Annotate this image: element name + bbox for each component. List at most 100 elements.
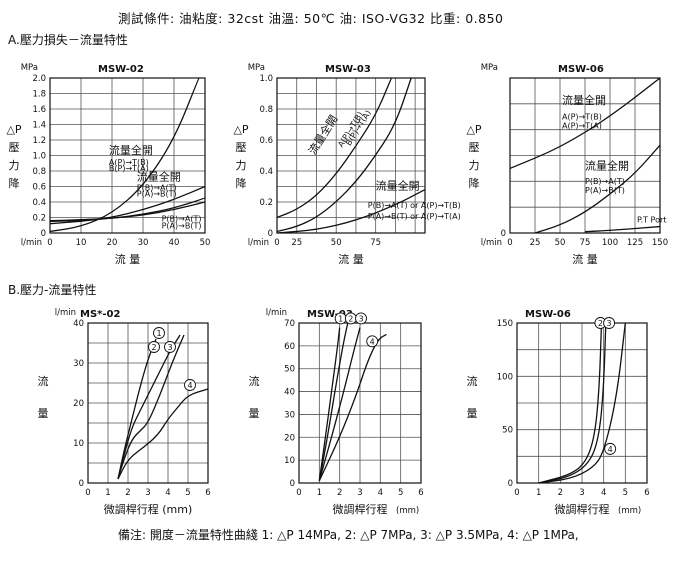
x-tick-label: 50: [200, 238, 211, 248]
curve-number-circle: [148, 341, 160, 353]
y-tick-label: 0.8: [259, 105, 273, 115]
grid-lines: [516, 322, 648, 484]
curve-number-label: 3: [607, 319, 612, 328]
x-unit-label: l/min: [21, 238, 42, 248]
y-tick-label: 0: [268, 229, 273, 239]
curve-number-label: 3: [167, 343, 172, 352]
curve-number-label: 2: [348, 314, 353, 323]
y-tick-label: 1.8: [32, 90, 46, 100]
annotation-label: P(B)→A(T): [162, 214, 202, 223]
y-axis-label-char: △P: [466, 123, 481, 136]
series-line: [318, 322, 349, 481]
x-tick-label: 3: [145, 488, 150, 498]
x-tick-label: 5: [623, 488, 628, 498]
y-tick-label: 50: [284, 365, 295, 375]
y-axis-label-char: 流: [249, 374, 260, 388]
x-axis-label: 微調桿行程: [333, 502, 388, 516]
y-tick-label: 1.0: [32, 152, 46, 162]
annotation-label: P(B)→A(T): [585, 177, 625, 186]
y-tick-label: 50: [502, 426, 513, 436]
y-tick-label: 0.6: [32, 183, 46, 193]
y-tick-label: 70: [284, 319, 295, 329]
annotation-label: P.T Port: [637, 216, 666, 225]
curve-number-label: 2: [151, 343, 156, 352]
x-tick-label: 75: [370, 238, 381, 248]
curve-number-circle: [164, 341, 176, 353]
series-line: [276, 77, 412, 233]
curve-number-marker: 4: [366, 335, 379, 348]
y-axis-label-char: 力: [9, 159, 20, 172]
series-line: [509, 77, 661, 170]
y-axis-label-char: 降: [236, 176, 247, 190]
series-line: [318, 327, 341, 481]
annotation-label: 流量全開: [562, 93, 606, 107]
y-unit-label: MPa: [481, 63, 498, 73]
y-tick-label: 0: [508, 479, 513, 489]
annotation-label: P(A)→B(T): [585, 186, 625, 195]
y-tick-label: 10: [284, 456, 295, 466]
curve-number-circle: [366, 335, 379, 348]
annotation-label: 流量全開: [137, 169, 181, 183]
x-tick-label: 25: [530, 238, 541, 248]
curve-number-marker: 1: [153, 327, 165, 339]
curve-number-marker: 4: [604, 442, 617, 455]
chart-title: MSW-03: [307, 309, 353, 320]
y-tick-label: 0.2: [259, 198, 273, 208]
curve-number-marker: 1: [334, 312, 347, 325]
annotation-label: A(P)→T(B): [109, 158, 149, 167]
y-tick-label: 2.0: [32, 74, 46, 84]
annotation-label: P(A)→B(T): [162, 221, 202, 230]
x-tick-label: 5: [185, 488, 190, 498]
y-tick-label: 0: [290, 479, 295, 489]
series-line: [117, 334, 185, 480]
annotation-label: 流量全開: [376, 179, 420, 193]
series-line: [49, 201, 206, 222]
y-axis-label-char: 流: [467, 374, 478, 388]
plot-frame: [516, 322, 648, 484]
curve-number-circle: [603, 317, 616, 329]
plot-frame: [509, 77, 661, 234]
x-unit-label: (mm): [396, 506, 419, 516]
series-line: [49, 77, 200, 233]
x-unit-label: l/min: [248, 238, 269, 248]
x-tick-label: 100: [602, 238, 618, 248]
x-tick-label: 20: [107, 238, 118, 248]
annotation-label: B(P)→T(A): [109, 164, 149, 173]
x-axis-label: 微調桿行程 (mm): [104, 502, 193, 516]
x-tick-label: 0: [514, 488, 519, 498]
x-tick-label: 125: [627, 238, 643, 248]
x-tick-label: 0: [47, 238, 52, 248]
x-tick-label: 0: [507, 238, 512, 248]
x-tick-label: 4: [601, 488, 606, 498]
y-unit-label: MPa: [248, 63, 265, 73]
y-tick-label: 0: [79, 479, 84, 489]
x-tick-label: 2: [558, 488, 563, 498]
y-axis-label-char: 降: [9, 176, 20, 190]
x-tick-label: 1: [317, 488, 322, 498]
series-line: [318, 327, 361, 481]
x-tick-label: 3: [579, 488, 584, 498]
annotation-label: A(P)→T(B): [562, 112, 602, 121]
y-tick-label: 0.6: [259, 136, 273, 146]
annotation-label: 流量全開: [109, 143, 153, 157]
plot-frame: [276, 77, 426, 234]
y-tick-label: 30: [73, 359, 84, 369]
y-tick-label: 0.8: [32, 167, 46, 177]
y-axis-label-char: △P: [6, 123, 21, 136]
y-unit-label: MPa: [21, 63, 38, 73]
chart-title: MS*-02: [80, 309, 120, 320]
y-tick-label: 0: [501, 229, 506, 239]
x-axis-label: 流 量: [572, 252, 598, 266]
chart-pressure-loss-msw03: 0 25 50 75 0 0.2 0.4 0.6 0.8 1.0 MSW-03 MPa l/min △P 壓…: [233, 63, 460, 266]
y-axis-label-char: 壓: [9, 141, 20, 154]
x-tick-label: 2: [337, 488, 342, 498]
y-tick-label: 0.4: [32, 198, 46, 208]
chart-title: MSW-06: [558, 64, 604, 75]
section-a-title: A.壓力損失－流量特性: [8, 33, 128, 47]
curve-number-circle: [184, 379, 196, 391]
y-tick-label: 0.4: [259, 167, 273, 177]
annotation-label: P(A)→B(T) or A(P)→T(A): [368, 212, 461, 221]
y-tick-label: 20: [284, 433, 295, 443]
x-tick-label: 6: [418, 488, 423, 498]
curve-number-marker: 2: [148, 341, 160, 353]
